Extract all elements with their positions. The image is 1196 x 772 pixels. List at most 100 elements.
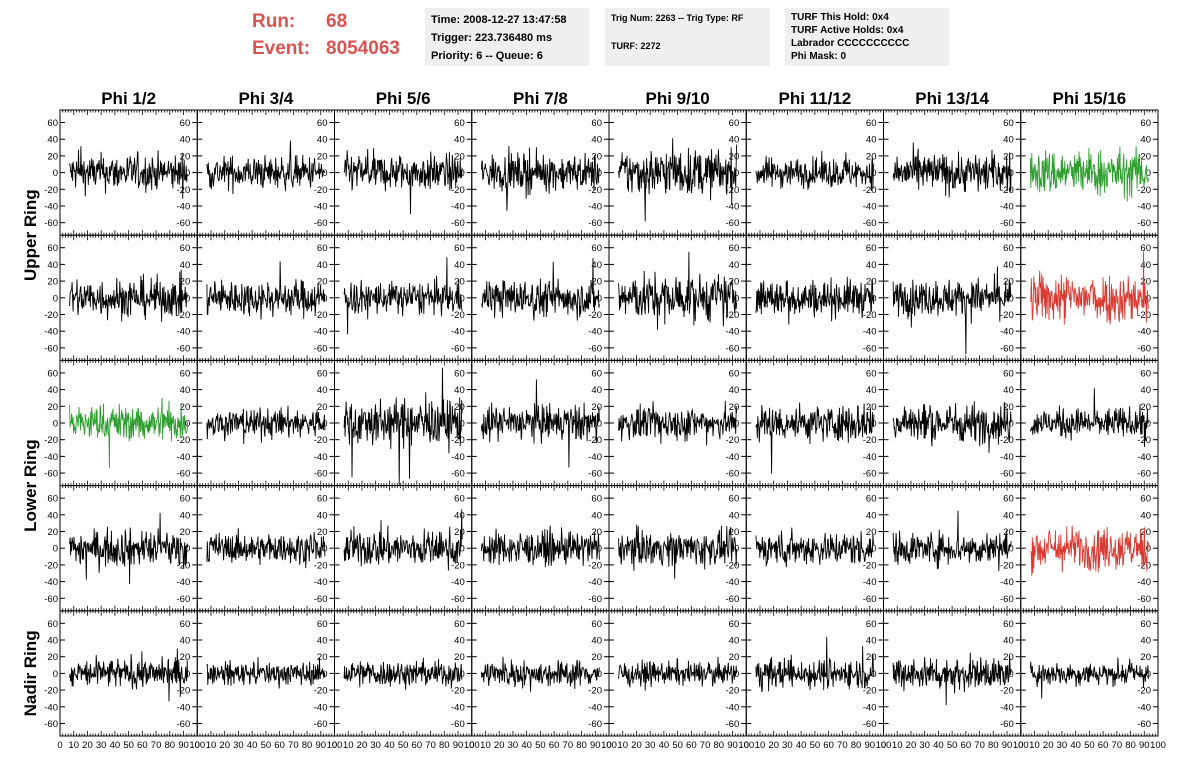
y-tick-label: 20	[866, 151, 877, 162]
y-tick-label: -20	[44, 435, 58, 446]
labrador-text: Labrador CCCCCCCCCC	[791, 38, 910, 49]
y-tick-label: 40	[1003, 510, 1014, 521]
y-tick-label: 40	[729, 135, 740, 146]
y-tick-label: 20	[180, 527, 191, 538]
y-tick-label: 40	[317, 510, 328, 521]
y-tick-label: 0	[1146, 419, 1151, 430]
ring-label: Upper Ring	[21, 189, 40, 281]
y-tick-label: -20	[1000, 560, 1014, 571]
y-tick-label: -60	[44, 469, 58, 480]
y-tick-label: 60	[729, 118, 740, 129]
y-tick-label: 60	[454, 619, 465, 630]
waveform-trace	[755, 276, 875, 325]
y-tick-label: -20	[1000, 435, 1014, 446]
y-tick-label: 40	[729, 636, 740, 647]
y-tick-label: -20	[726, 435, 740, 446]
y-tick-label: 20	[591, 151, 602, 162]
waveform-trace	[892, 142, 1012, 198]
y-tick-label: 20	[180, 151, 191, 162]
y-tick-label: -20	[314, 435, 328, 446]
waveform-trace	[480, 656, 600, 692]
y-tick-label: 20	[1003, 652, 1014, 663]
y-tick-label: -60	[588, 719, 602, 730]
y-tick-label: -40	[1137, 201, 1151, 212]
waveform-trace	[481, 258, 600, 321]
y-tick-label: 20	[1140, 652, 1151, 663]
y-tick-label: -60	[177, 719, 191, 730]
waveform-trace	[206, 405, 326, 444]
y-tick-label: -60	[588, 469, 602, 480]
y-tick-label: 40	[1140, 135, 1151, 146]
y-tick-label: -40	[451, 327, 465, 338]
y-tick-label: -40	[314, 702, 328, 713]
y-tick-label: 20	[866, 277, 877, 288]
y-tick-label: 40	[1140, 260, 1151, 271]
y-tick-label: -20	[177, 686, 191, 697]
y-tick-label: 0	[53, 419, 58, 430]
y-tick-label: -60	[314, 469, 328, 480]
time-trigger-panel: Time: 2008-12-27 13:47:58 Trigger: 223.7…	[425, 8, 589, 66]
y-tick-label: 0	[53, 669, 58, 680]
y-tick-label: 40	[591, 385, 602, 396]
y-tick-label: 40	[1003, 636, 1014, 647]
y-tick-label: 20	[1003, 527, 1014, 538]
y-tick-label: 40	[47, 510, 58, 521]
y-tick-label: 20	[729, 652, 740, 663]
waveform-trace	[755, 402, 875, 474]
y-tick-label: 60	[591, 118, 602, 129]
y-tick-label: 40	[454, 260, 465, 271]
y-tick-label: -60	[726, 469, 740, 480]
y-tick-label: -40	[451, 577, 465, 588]
y-tick-label: -40	[863, 577, 877, 588]
y-tick-label: 0	[459, 293, 464, 304]
y-tick-label: 0	[53, 168, 58, 179]
y-tick-label: -20	[451, 185, 465, 196]
y-tick-label: -40	[1137, 452, 1151, 463]
y-tick-label: -40	[863, 452, 877, 463]
y-tick-label: -60	[588, 594, 602, 605]
waveform-trace	[343, 367, 463, 486]
y-tick-label: 60	[180, 118, 191, 129]
y-tick-label: 40	[866, 510, 877, 521]
y-tick-label: 60	[454, 243, 465, 254]
y-tick-label: 20	[317, 151, 328, 162]
y-tick-label: -40	[177, 702, 191, 713]
y-tick-label: -60	[1000, 594, 1014, 605]
y-tick-label: -60	[863, 343, 877, 354]
y-tick-label: -60	[177, 218, 191, 229]
y-tick-label: -40	[726, 577, 740, 588]
waveform-trace	[892, 510, 1012, 572]
y-tick-label: -40	[177, 577, 191, 588]
y-tick-label: 0	[1146, 168, 1151, 179]
y-tick-label: 60	[180, 619, 191, 630]
y-tick-label: 20	[47, 527, 58, 538]
event-label: Event:	[252, 38, 311, 59]
run-event-box: Run: 68 Event: 8054063	[252, 8, 417, 62]
y-tick-label: -20	[863, 310, 877, 321]
y-tick-label: -40	[863, 327, 877, 338]
y-tick-label: 20	[866, 527, 877, 538]
y-tick-label: 60	[47, 494, 58, 505]
y-tick-label: 40	[729, 260, 740, 271]
y-tick-label: 0	[53, 544, 58, 555]
y-tick-label: 40	[47, 636, 58, 647]
y-tick-label: -40	[314, 452, 328, 463]
trig-text: Trig Num: 2263 -- Trig Type: RF	[611, 13, 744, 23]
y-tick-label: -60	[44, 719, 58, 730]
y-tick-label: 40	[591, 135, 602, 146]
y-tick-label: 60	[1003, 368, 1014, 379]
y-tick-label: 40	[317, 260, 328, 271]
y-tick-label: 40	[729, 385, 740, 396]
y-tick-label: -20	[451, 686, 465, 697]
y-tick-label: 60	[47, 243, 58, 254]
y-tick-label: -20	[177, 185, 191, 196]
waveform-trace	[892, 401, 1012, 453]
y-tick-label: -60	[863, 218, 877, 229]
y-tick-label: 60	[729, 368, 740, 379]
y-tick-label: 40	[454, 385, 465, 396]
y-tick-label: 0	[1146, 293, 1151, 304]
waveform-trace	[892, 652, 1012, 706]
column-title: Phi 13/14	[915, 89, 989, 108]
y-tick-label: -60	[177, 469, 191, 480]
y-tick-label: 60	[317, 118, 328, 129]
